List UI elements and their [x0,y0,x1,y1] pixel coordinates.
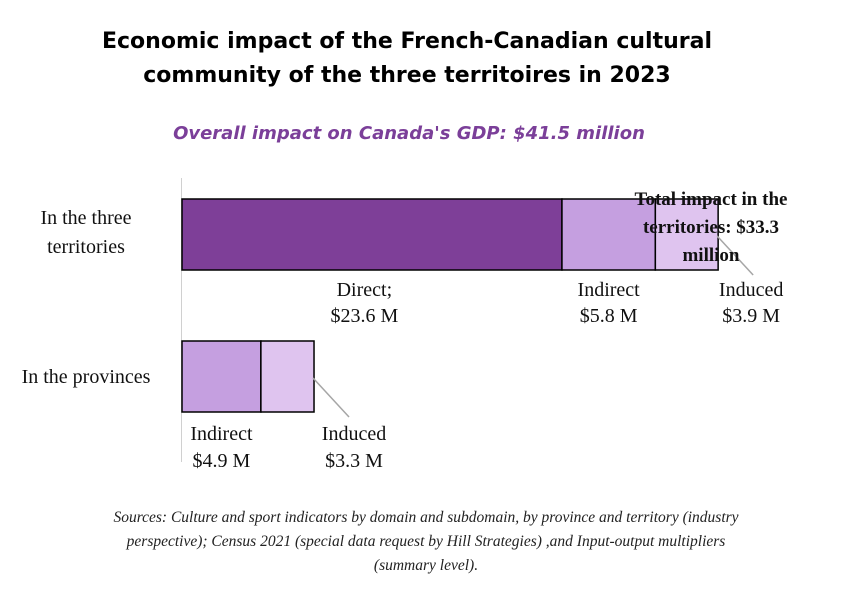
chart-subtitle: Overall impact on Canada's GDP: $41.5 mi… [173,123,645,144]
data-labels: Direct; $23.6 M Indirect $5.8 M Induced $3.9 … [190,279,783,472]
category-labels: In the three territories In the provinces [22,207,151,388]
data-label: $5.8 M [580,305,638,327]
source-line-2: perspective); Census 2021 (special data … [126,533,726,550]
bar-segment-induced [260,340,315,413]
data-label: $23.6 M [330,305,398,327]
annotation-line-1: Total impact in the [635,189,788,210]
data-label: Direct; [337,279,393,301]
bar-segment-induced [654,198,719,271]
category-label: In the three [40,207,131,229]
chart-title-line-2: community of the three territoires in 20… [143,63,670,88]
leader-line [312,377,350,418]
data-label: $3.3 M [325,450,383,472]
data-label: $3.9 M [722,305,780,327]
source-line-3: (summary level). [374,557,478,574]
source-note: Sources: Culture and sport indicators by… [113,509,738,574]
category-label: territories [47,236,125,258]
annotation-line-2: territories: $33.3 [643,217,779,238]
source-line-1: Sources: Culture and sport indicators by… [113,509,738,526]
category-label: In the provinces [22,366,151,388]
data-label: $4.9 M [193,450,251,472]
bar-segments [181,198,719,413]
data-label: Indirect [578,279,641,301]
bar-segment-indirect [181,340,262,413]
data-label: Induced [322,423,386,445]
annotation-line-3: million [682,245,739,266]
leader-line [716,235,754,276]
data-label: Induced [719,279,783,301]
data-label: Indirect [190,423,253,445]
leader-lines [312,235,754,418]
chart-title-line-1: Economic impact of the French-Canadian c… [102,29,712,54]
bar-segment-direct [181,198,563,271]
total-annotation: Total impact in the territories: $33.3 m… [635,189,788,266]
